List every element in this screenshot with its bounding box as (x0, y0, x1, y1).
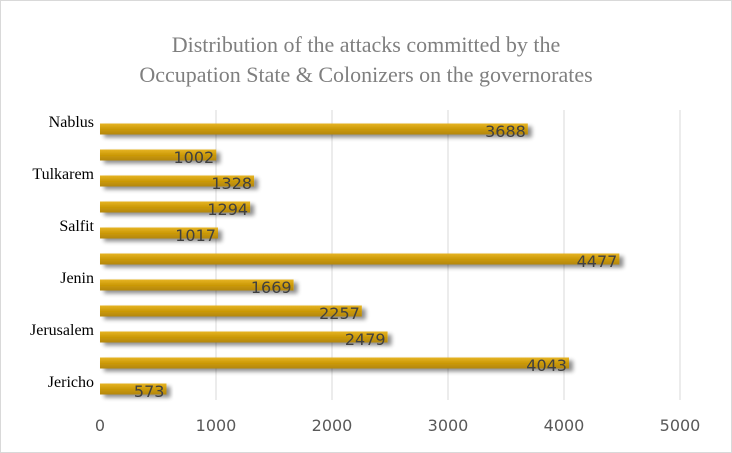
category-axis-labels: Nablus Tulkarem Salfit Jenin Jerusalem Jerich… (30, 114, 95, 391)
data-label-0: 3688 (485, 122, 526, 141)
bar-0 (100, 123, 528, 135)
bar-3 (100, 201, 251, 213)
bar-6 (100, 279, 294, 291)
data-label-9: 4043 (526, 356, 567, 375)
bar-1 (100, 149, 217, 161)
data-label-5: 4477 (577, 252, 618, 271)
x-tick-label-2000: 2000 (312, 416, 353, 435)
data-label-6: 1669 (251, 278, 292, 297)
category-label-jenin: Jenin (60, 270, 94, 287)
data-label-7: 2257 (319, 304, 360, 323)
category-label-tulkarem: Tulkarem (32, 166, 94, 183)
category-label-jericho: Jericho (48, 374, 94, 391)
x-tick-label-3000: 3000 (428, 416, 469, 435)
data-label-4: 1017 (175, 226, 216, 245)
category-label-nablus: Nablus (49, 114, 94, 131)
data-labels: 3688 1002 1328 1294 1017 4477 1669 2257 2479 4043… (134, 122, 617, 401)
x-tick-label-1000: 1000 (196, 416, 237, 435)
bar-2 (100, 175, 255, 187)
bars (100, 123, 620, 395)
chart-title-line-2: Occupation State & Colonizers on the gov… (139, 62, 593, 87)
bar-7 (100, 305, 362, 317)
x-tick-label-5000: 5000 (660, 416, 701, 435)
bar-5 (100, 253, 620, 265)
bar-4 (100, 227, 218, 239)
data-label-8: 2479 (345, 330, 386, 349)
chart-title: Distribution of the attacks committed by… (0, 30, 732, 90)
x-tick-label-4000: 4000 (544, 416, 585, 435)
data-label-2: 1328 (211, 174, 252, 193)
chart-title-line-1: Distribution of the attacks committed by… (171, 32, 561, 57)
value-axis-tick-labels: 0 1000 2000 3000 4000 5000 (95, 416, 700, 435)
data-label-10: 573 (134, 382, 165, 401)
bar-8 (100, 331, 388, 343)
category-label-salfit: Salfit (59, 218, 94, 235)
category-label-jerusalem: Jerusalem (30, 322, 95, 339)
data-label-3: 1294 (207, 200, 248, 219)
bar-9 (100, 357, 569, 369)
x-tick-label-0: 0 (95, 416, 105, 435)
data-label-1: 1002 (174, 148, 215, 167)
bar-10 (100, 383, 167, 395)
